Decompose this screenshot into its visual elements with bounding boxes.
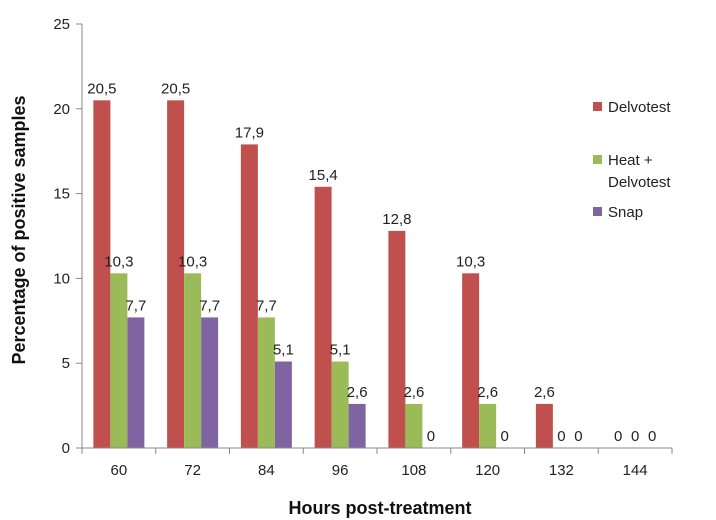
data-label: 15,4	[309, 167, 338, 184]
bar	[388, 230, 406, 448]
data-label: 2,6	[347, 384, 368, 401]
x-tick-label: 120	[475, 462, 500, 479]
bar	[110, 273, 128, 448]
bar	[405, 403, 423, 448]
y-tick-label: 15	[53, 186, 70, 203]
x-tick-label: 60	[111, 462, 128, 479]
data-label: 0	[648, 428, 656, 445]
y-tick-label: 25	[53, 16, 70, 33]
bar	[348, 403, 366, 448]
x-tick-label: 108	[401, 462, 426, 479]
bar	[331, 361, 349, 448]
data-label: 10,3	[456, 253, 485, 270]
data-label: 7,7	[199, 297, 220, 314]
legend-label: Heat +	[608, 152, 653, 169]
y-tick-label: 5	[62, 355, 70, 372]
data-label: 5,1	[273, 342, 294, 359]
data-label: 5,1	[330, 342, 351, 359]
data-label: 0	[557, 428, 565, 445]
legend-swatch	[593, 155, 602, 164]
y-axis: 0 5 10 15 20 25	[53, 16, 83, 457]
x-axis-title: Hours post-treatment	[288, 498, 471, 518]
legend-label: Delvotest	[608, 174, 671, 191]
bar	[274, 361, 292, 448]
data-label: 2,6	[534, 384, 555, 401]
y-tick-label: 10	[53, 270, 70, 287]
bar	[314, 186, 332, 449]
data-label: 2,6	[477, 384, 498, 401]
data-label: 7,7	[256, 297, 277, 314]
data-label: 0	[427, 428, 435, 445]
x-tick-label: 72	[184, 462, 201, 479]
data-label: 0	[500, 428, 508, 445]
bar	[167, 100, 185, 448]
bar	[535, 403, 553, 448]
legend: Delvotest Heat + Delvotest Snap	[593, 99, 671, 221]
data-label: 2,6	[403, 384, 424, 401]
legend-swatch	[593, 207, 602, 216]
data-label: 17,9	[235, 124, 264, 141]
bar	[184, 273, 202, 448]
data-label: 0	[631, 428, 639, 445]
data-label: 0	[614, 428, 622, 445]
data-label: 10,3	[178, 253, 207, 270]
data-label: 12,8	[382, 211, 411, 228]
x-tick-label: 96	[332, 462, 349, 479]
y-axis-title: Percentage of positive samples	[9, 95, 29, 364]
y-tick-label: 0	[62, 440, 70, 457]
bars-layer	[93, 100, 553, 449]
data-label: 7,7	[125, 297, 146, 314]
y-tick-label: 20	[53, 101, 70, 118]
bar	[93, 100, 111, 448]
x-tick-label: 144	[623, 462, 648, 479]
bar	[257, 317, 275, 448]
data-label: 10,3	[104, 253, 133, 270]
data-labels-layer: 20,5 10,3 7,7 20,5 10,3 7,7 17,9 7,7 5,1 15,4 5,1 2…	[87, 80, 656, 445]
data-label: 20,5	[87, 80, 116, 97]
legend-label: Snap	[608, 204, 643, 221]
data-label: 0	[574, 428, 582, 445]
bar	[462, 273, 480, 448]
bar	[479, 403, 497, 448]
x-axis: 60 72 84 96 108 120 132 144	[81, 447, 673, 479]
bar	[201, 317, 219, 448]
data-label: 20,5	[161, 80, 190, 97]
x-tick-label: 84	[258, 462, 275, 479]
legend-swatch	[593, 102, 602, 111]
x-tick-label: 132	[549, 462, 574, 479]
bar	[240, 144, 258, 448]
bar	[127, 317, 145, 448]
legend-label: Delvotest	[608, 99, 671, 116]
